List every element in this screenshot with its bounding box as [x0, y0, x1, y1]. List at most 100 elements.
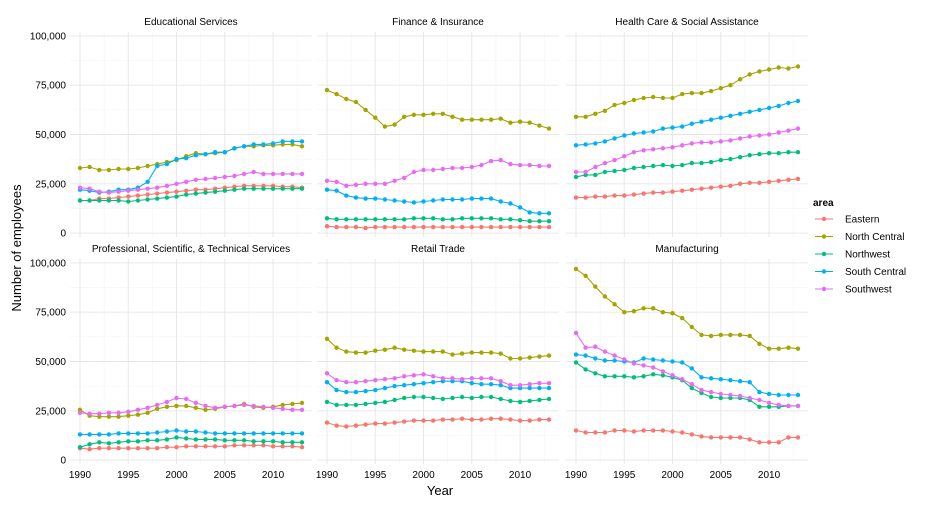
data-point [708, 333, 714, 339]
data-point [232, 431, 237, 436]
series-southwest [77, 169, 305, 195]
data-point [334, 423, 339, 428]
legend-key-point [821, 216, 827, 222]
data-point [766, 391, 772, 397]
data-point [421, 199, 426, 204]
data-point [708, 389, 714, 395]
data-point [373, 348, 378, 353]
data-point [718, 377, 723, 382]
data-point [699, 186, 704, 191]
data-point [373, 115, 378, 120]
y-tick-label: 0 [60, 456, 66, 467]
y-tick-label: 75,000 [35, 81, 66, 92]
data-point [795, 403, 801, 409]
data-point [373, 217, 378, 222]
data-point [421, 381, 426, 386]
data-point [508, 224, 513, 230]
data-point [77, 185, 83, 190]
data-point [602, 139, 608, 144]
data-point [77, 410, 83, 415]
data-point [459, 216, 465, 221]
data-point [290, 407, 295, 412]
data-point [241, 443, 247, 448]
data-point [612, 168, 617, 174]
series-line [79, 402, 303, 418]
data-point [193, 400, 198, 406]
data-point [373, 421, 378, 426]
data-point [631, 150, 637, 155]
series-line [79, 444, 303, 450]
data-point [776, 402, 781, 408]
data-point [593, 430, 598, 435]
data-point [602, 160, 608, 166]
data-point [344, 224, 349, 230]
data-point [708, 435, 714, 440]
data-point [651, 94, 656, 100]
legend: area Eastern North Central Northwest South … [813, 198, 906, 296]
data-point [155, 163, 160, 169]
data-point [87, 447, 92, 452]
data-point [164, 399, 170, 405]
data-point [488, 158, 494, 164]
data-point [373, 378, 378, 383]
series-line [575, 332, 798, 407]
data-point [537, 224, 542, 230]
data-point [612, 193, 617, 198]
data-point [155, 196, 160, 201]
y-tick-label: 100,000 [30, 258, 67, 269]
data-point [651, 306, 656, 311]
x-tick-label: 1995 [613, 470, 636, 481]
data-point [299, 407, 305, 412]
series-south-central [573, 352, 801, 398]
data-point [421, 216, 426, 221]
data-point [324, 380, 330, 385]
data-point [299, 139, 305, 144]
data-point [450, 224, 455, 230]
data-point [602, 294, 608, 299]
data-point [299, 144, 305, 149]
series-north-central [324, 336, 552, 361]
data-point [660, 146, 666, 151]
x-tick-label: 2010 [758, 470, 781, 481]
panel-professional-scientific-technical-services: Professional, Scientific, & Technical Se… [30, 244, 312, 481]
data-point [776, 151, 781, 156]
data-point [290, 431, 295, 436]
data-point [546, 163, 552, 169]
y-tick-label: 25,000 [35, 179, 66, 190]
data-point [222, 444, 227, 449]
data-point [324, 399, 330, 405]
data-point [402, 217, 407, 222]
series-north-central [77, 400, 305, 419]
series-south-central [573, 98, 801, 148]
data-point [641, 363, 646, 368]
data-point [737, 181, 743, 186]
data-point [193, 187, 198, 192]
series-line [576, 178, 799, 199]
data-point [203, 176, 208, 182]
legend-key-point [821, 234, 827, 239]
data-point [479, 394, 484, 400]
data-point [670, 189, 675, 194]
data-point [411, 394, 417, 400]
data-point [324, 216, 330, 221]
data-point [670, 373, 675, 378]
data-point [241, 438, 247, 443]
data-point [795, 98, 801, 104]
data-point [602, 169, 608, 175]
data-point [174, 435, 179, 440]
data-point [203, 190, 208, 195]
data-point [766, 105, 772, 111]
data-point [479, 117, 484, 122]
data-point [786, 392, 791, 398]
data-point [174, 395, 179, 401]
data-point [660, 190, 666, 195]
data-point [363, 388, 368, 394]
data-point [421, 167, 426, 173]
data-point [344, 402, 349, 408]
data-point [699, 119, 704, 124]
series-north-central [324, 87, 552, 131]
data-point [660, 310, 666, 315]
data-point [718, 86, 723, 91]
data-point [280, 171, 285, 177]
